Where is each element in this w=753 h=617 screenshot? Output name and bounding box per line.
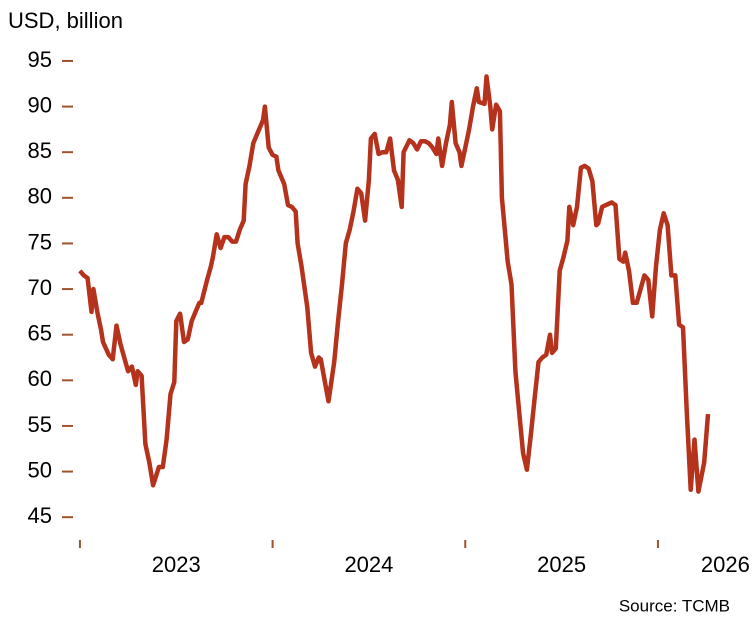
- y-tick-label: 70: [28, 275, 52, 300]
- y-tick-label: 65: [28, 321, 52, 346]
- x-tick-label: 2024: [344, 552, 393, 577]
- y-axis-label: USD, billion: [8, 8, 123, 33]
- y-tick-label: 50: [28, 457, 52, 482]
- source: Source: TCMB: [619, 596, 730, 615]
- y-tick-label: 60: [28, 366, 52, 391]
- x-tick-label: 2025: [537, 552, 586, 577]
- x-tick-label: 2026: [701, 552, 750, 577]
- y-tick-label: 95: [28, 47, 52, 72]
- y-tick-label: 80: [28, 184, 52, 209]
- y-tick-label: 90: [28, 92, 52, 117]
- y-tick-label: 85: [28, 138, 52, 163]
- data-line: [78, 74, 711, 494]
- y-tick-label: 75: [28, 229, 52, 254]
- y-tick-label: 45: [28, 503, 52, 528]
- x-tick-label: 2023: [152, 552, 201, 577]
- y-tick-label: 55: [28, 412, 52, 437]
